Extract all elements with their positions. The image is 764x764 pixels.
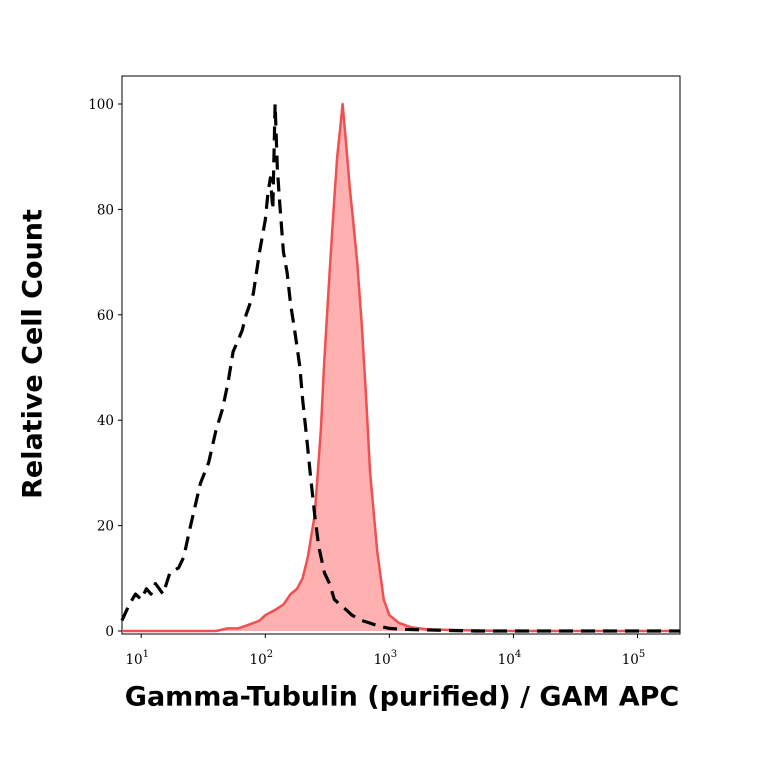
y-tick-label: 0 [105, 624, 114, 640]
y-tick-label: 40 [97, 413, 114, 429]
x-tick-label: 104 [498, 649, 522, 668]
x-axis-label: Gamma-Tubulin (purified) / GAM APC [124, 681, 680, 713]
y-tick-label: 100 [88, 97, 114, 113]
x-axis-ticks: 101 102 103 104 105 [125, 634, 645, 668]
black-dashed-series-line [120, 102, 680, 633]
red-series-line [122, 102, 680, 633]
x-tick-label: 103 [374, 649, 398, 668]
y-axis-label: Relative Cell Count [17, 209, 49, 499]
y-tick-label: 80 [97, 202, 114, 218]
x-tick-label: 102 [250, 649, 274, 668]
series-layer [120, 102, 680, 633]
y-tick-label: 60 [97, 308, 114, 324]
x-tick-label: 105 [622, 649, 646, 668]
plot-frame [121, 75, 681, 635]
x-tick-label: 101 [125, 649, 149, 668]
y-tick-label: 20 [97, 519, 114, 535]
y-axis-ticks: 0 20 40 60 80 100 [88, 97, 122, 640]
red-series-fill [122, 104, 680, 631]
